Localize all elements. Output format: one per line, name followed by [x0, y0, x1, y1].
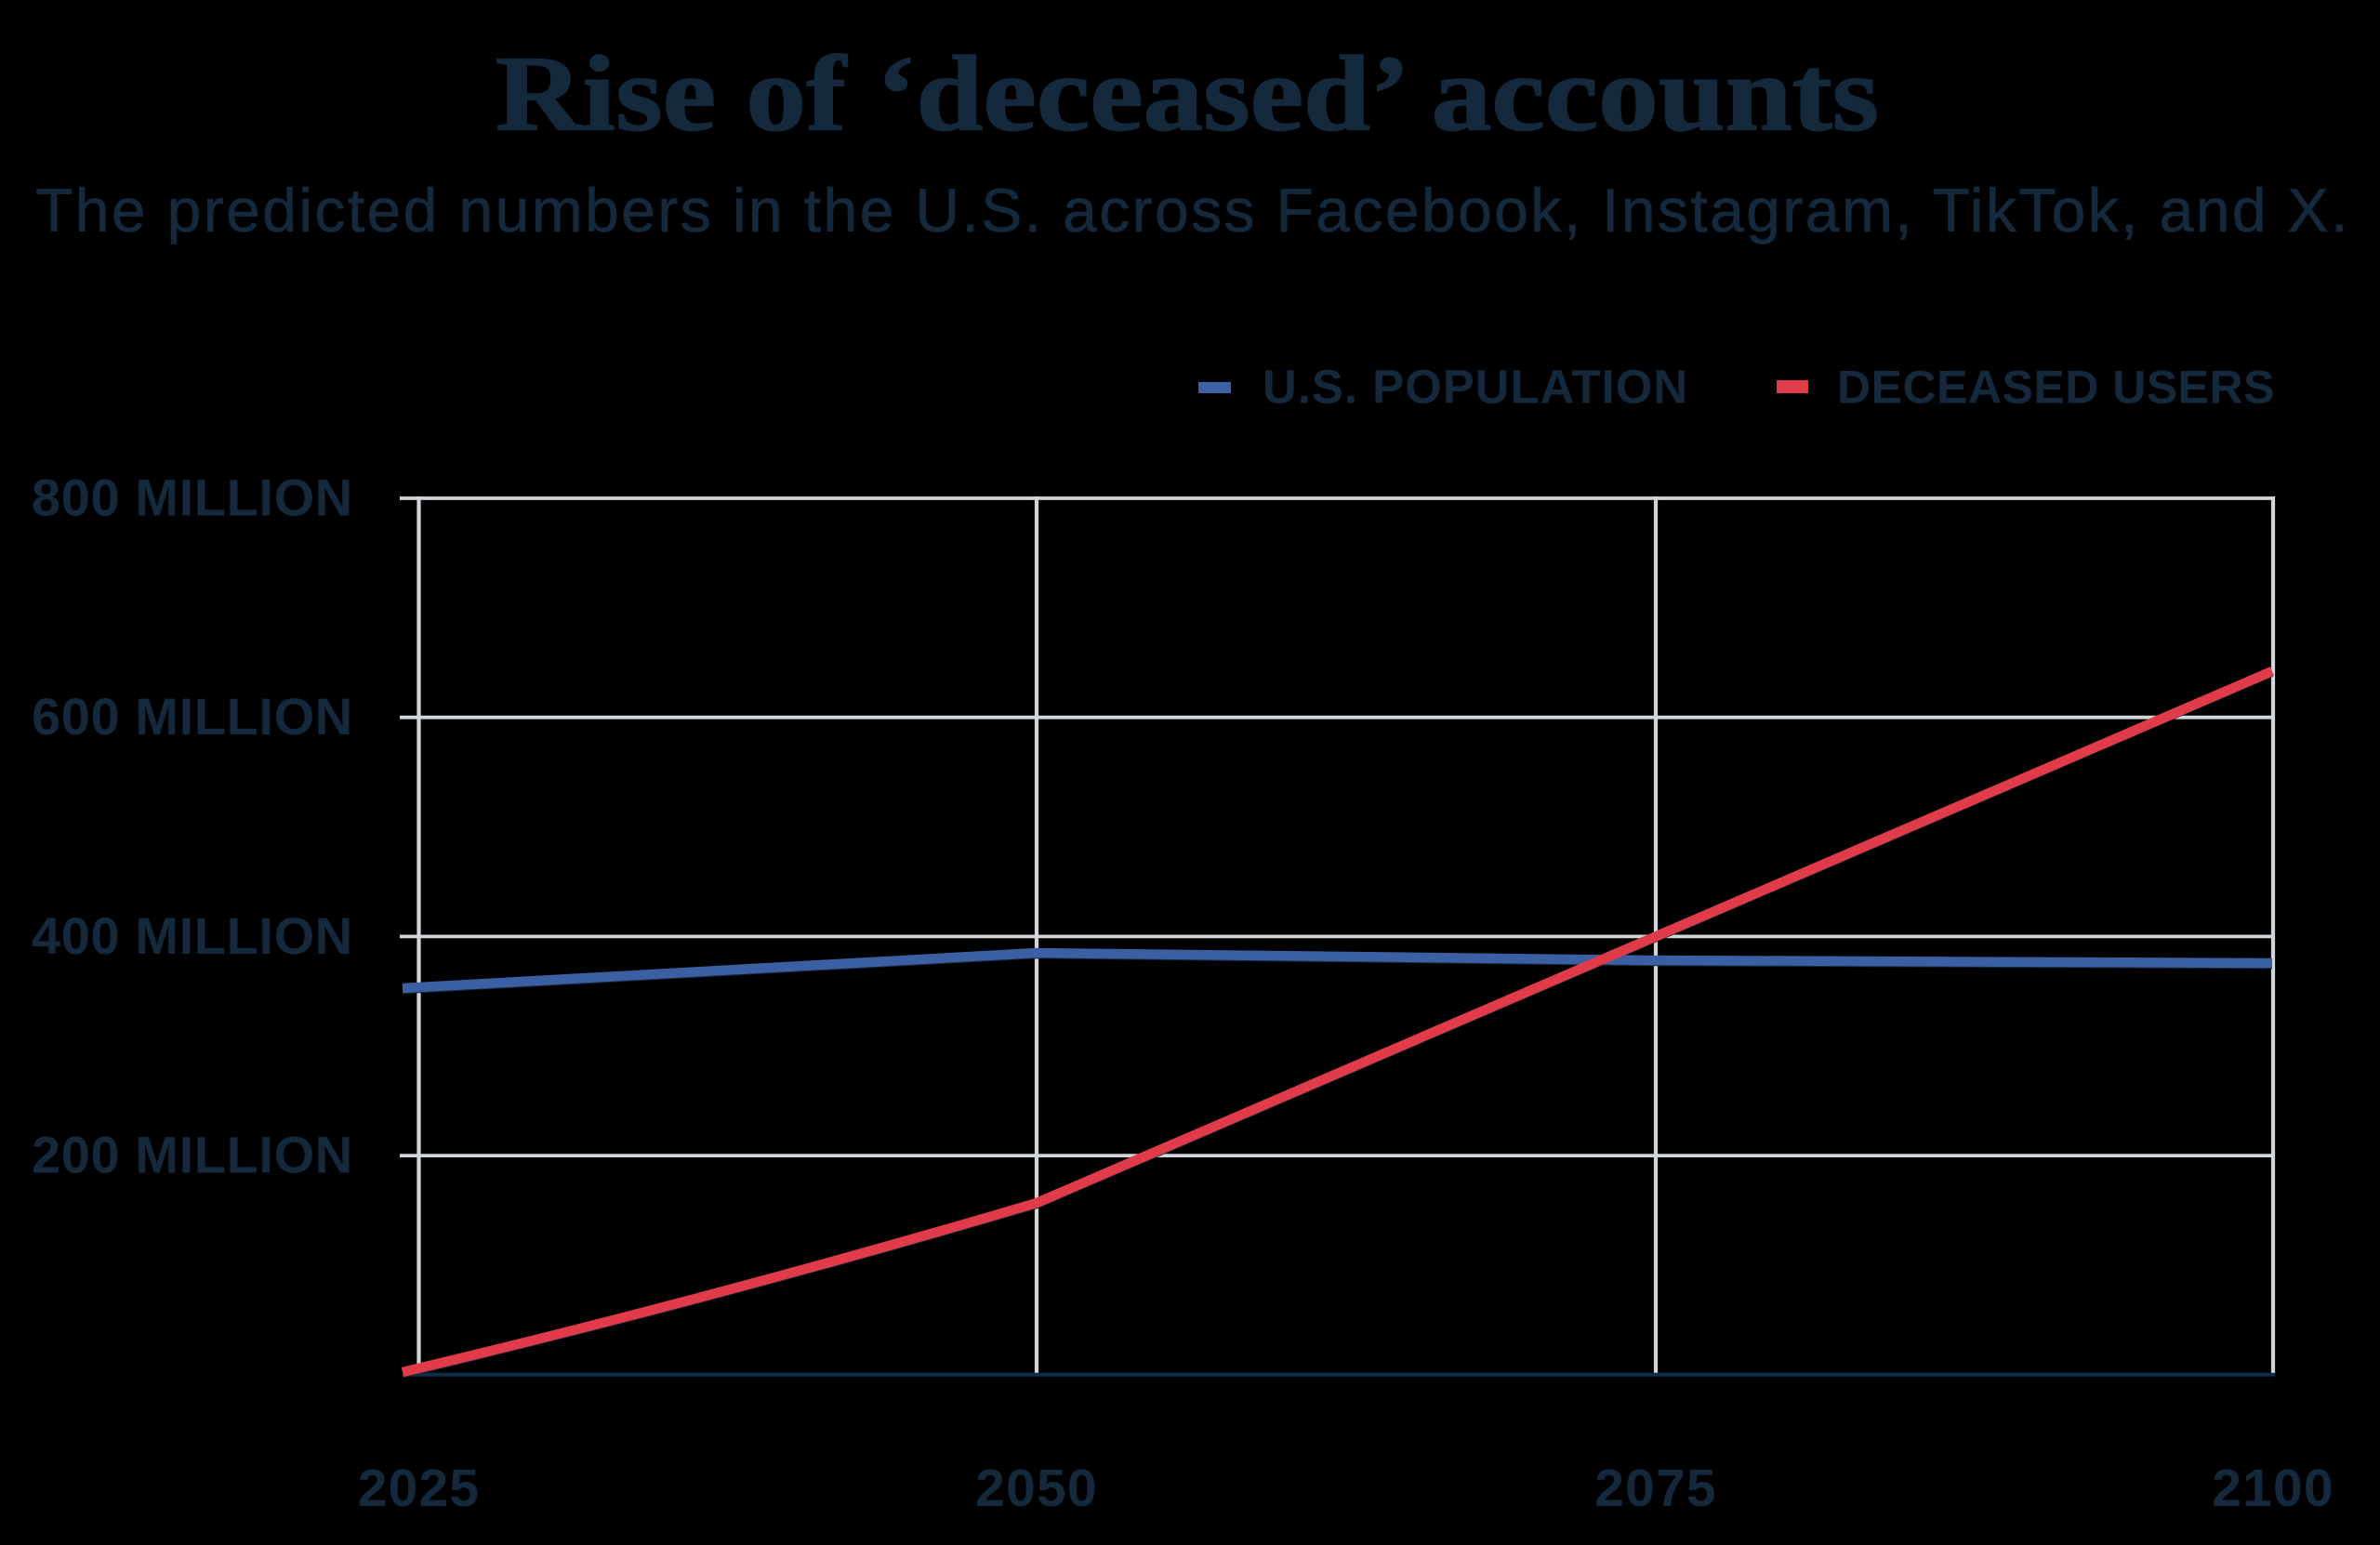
svg-text:400 MILLION: 400 MILLION	[32, 906, 353, 965]
svg-text:2075: 2075	[1594, 1459, 1717, 1518]
svg-text:2100: 2100	[2212, 1459, 2334, 1518]
svg-text:200 MILLION: 200 MILLION	[32, 1126, 353, 1184]
svg-text:DECEASED USERS: DECEASED USERS	[1837, 362, 2275, 414]
svg-text:600 MILLION: 600 MILLION	[32, 687, 353, 746]
svg-text:U.S. POPULATION: U.S. POPULATION	[1263, 361, 1688, 414]
svg-text:Rise of ‘deceased’ accounts: Rise of ‘deceased’ accounts	[496, 35, 1879, 154]
svg-text:2050: 2050	[975, 1459, 1098, 1518]
svg-text:2025: 2025	[358, 1459, 481, 1518]
svg-text:800 MILLION: 800 MILLION	[32, 469, 353, 527]
svg-text:The predicted numbers in the U: The predicted numbers in the U.S. across…	[35, 176, 2350, 244]
